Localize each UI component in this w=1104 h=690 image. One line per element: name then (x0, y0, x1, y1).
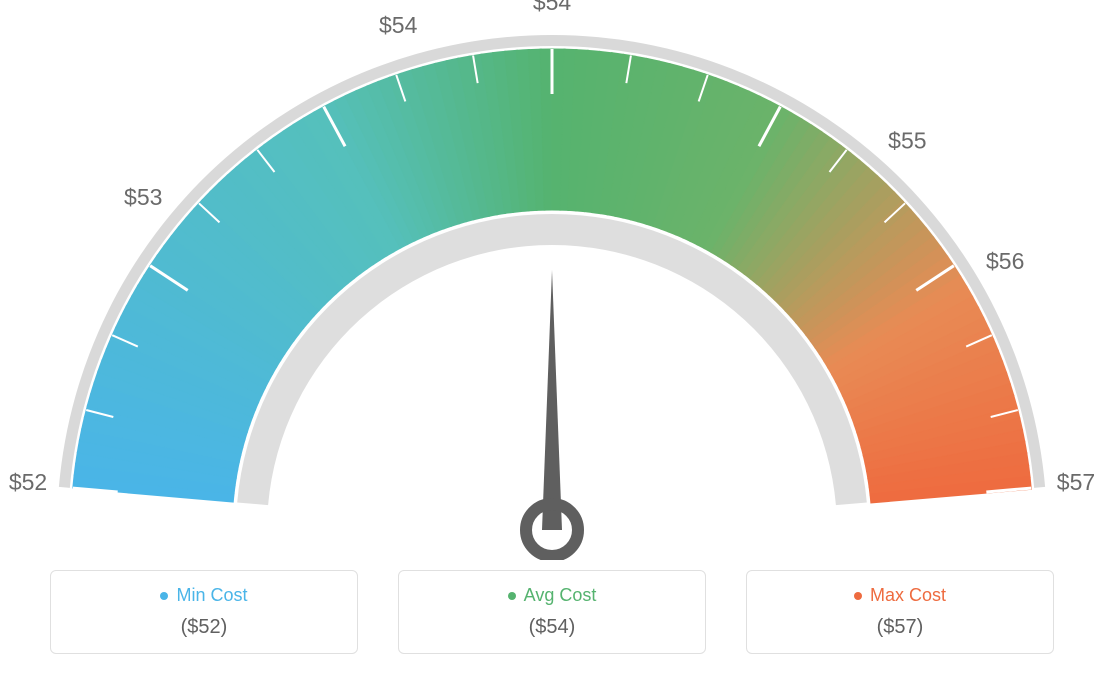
legend-box-avg: Avg Cost ($54) (398, 570, 706, 654)
legend-row: Min Cost ($52) Avg Cost ($54) Max Cost (… (0, 570, 1104, 654)
svg-text:$53: $53 (124, 184, 162, 210)
legend-value-max: ($57) (757, 616, 1043, 639)
legend-title-avg: Avg Cost (409, 585, 695, 606)
gauge-svg: $52 $53 $54 $54 $55 $56 $57 (0, 0, 1104, 560)
legend-value-avg: ($54) (409, 616, 695, 639)
legend-dot-min (160, 592, 168, 600)
legend-box-max: Max Cost ($57) (746, 570, 1054, 654)
svg-text:$52: $52 (9, 469, 47, 495)
legend-dot-max (854, 592, 862, 600)
legend-title-min: Min Cost (61, 585, 347, 606)
svg-text:$54: $54 (533, 0, 572, 15)
legend-box-min: Min Cost ($52) (50, 570, 358, 654)
legend-dot-avg (508, 592, 516, 600)
legend-label-min: Min Cost (176, 585, 247, 606)
svg-text:$57: $57 (1057, 469, 1095, 495)
legend-value-min: ($52) (61, 616, 347, 639)
gauge-chart: $52 $53 $54 $54 $55 $56 $57 (0, 0, 1104, 560)
svg-text:$55: $55 (888, 127, 926, 153)
legend-label-avg: Avg Cost (524, 585, 597, 606)
legend-title-max: Max Cost (757, 585, 1043, 606)
legend-label-max: Max Cost (870, 585, 946, 606)
svg-text:$54: $54 (379, 12, 418, 38)
svg-text:$56: $56 (986, 248, 1024, 274)
